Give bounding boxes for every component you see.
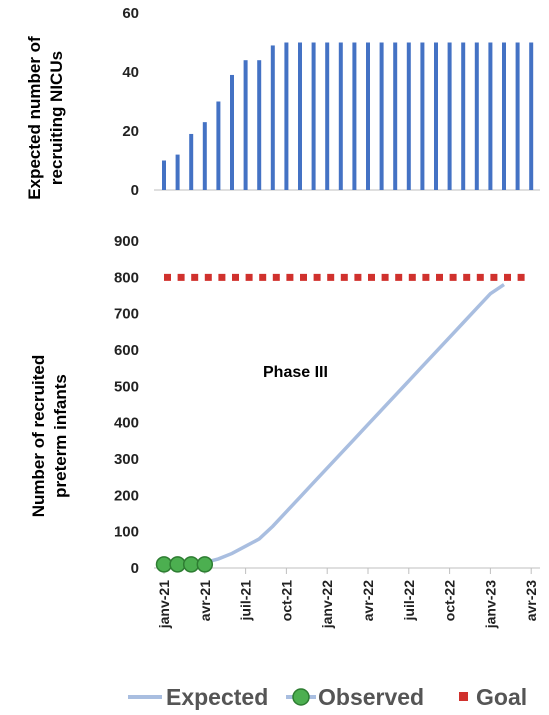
- bottom-x-tick-labels: janv-21 avr-21 juil-21 oct-21 janv-22 avr-22 j…: [156, 580, 539, 629]
- bar: [257, 60, 262, 191]
- bar: [366, 42, 370, 190]
- legend: Expected Observed Goal: [128, 684, 527, 710]
- bottom-y-tick-label: 600: [114, 342, 139, 359]
- bottom-y-tick-label: 0: [131, 560, 139, 577]
- nicu-bar-chart: Expected number of recruiting NICUs 0 20 4…: [25, 5, 540, 200]
- bottom-y-tick-label: 700: [114, 306, 139, 323]
- bottom-y-tick-label: 200: [114, 487, 139, 504]
- bar: [338, 42, 343, 190]
- bar: [311, 42, 316, 190]
- bar: [230, 74, 234, 190]
- bar: [393, 42, 398, 190]
- bar: [502, 42, 506, 190]
- top-y-tick-label: 40: [122, 64, 139, 81]
- legend-observed-marker: [292, 688, 310, 706]
- bar: [434, 42, 438, 190]
- bar: [474, 42, 479, 190]
- phase-annotation: Phase III: [263, 364, 328, 381]
- x-tick-label: oct-21: [278, 580, 294, 621]
- bottom-y-tick-label: 300: [114, 451, 139, 468]
- bar: [270, 45, 275, 191]
- bar: [488, 42, 493, 190]
- bottom-ylabel-line-2: preterm infants: [51, 374, 70, 498]
- expected-series: [164, 283, 505, 567]
- bar: [325, 42, 330, 190]
- top-ylabel-line-2: recruiting NICUs: [47, 51, 66, 185]
- legend-goal-swatch: [459, 692, 468, 701]
- bar: [420, 42, 425, 190]
- observed-point: [169, 556, 186, 573]
- legend-observed-label: Observed: [318, 684, 424, 710]
- bar: [461, 42, 466, 190]
- bottom-y-tick-label: 400: [114, 415, 139, 432]
- x-tick-label: avr-23: [523, 580, 539, 621]
- x-tick-label: juil-21: [238, 580, 254, 622]
- bar: [447, 42, 452, 190]
- top-y-tick-label: 20: [122, 123, 139, 140]
- bar: [202, 122, 207, 190]
- top-ylabel-line-1: Expected number of: [25, 36, 44, 200]
- x-tick-label: avr-22: [360, 580, 376, 621]
- bottom-y-tick-label: 100: [114, 524, 139, 541]
- bottom-y-tick-label: 800: [114, 269, 139, 286]
- bottom-y-tick-label: 500: [114, 378, 139, 395]
- bar: [162, 160, 166, 190]
- x-tick-label: avr-21: [197, 580, 213, 621]
- bottom-ylabel-line-1: Number of recruited: [29, 355, 48, 517]
- top-y-ticks: 0 20 40 60: [122, 5, 139, 199]
- x-tick-label: janv-21: [156, 580, 172, 629]
- top-y-tick-label: 60: [122, 5, 139, 22]
- observed-point: [196, 556, 214, 573]
- bar: [529, 42, 534, 190]
- bar: [298, 42, 302, 190]
- observed-point: [155, 556, 173, 573]
- observed-point: [182, 556, 200, 573]
- observed-series: [155, 556, 214, 573]
- bar: [175, 154, 180, 190]
- bar: [406, 42, 411, 190]
- bar: [189, 133, 194, 190]
- x-tick-label: janv-23: [482, 580, 498, 629]
- legend-goal-label: Goal: [476, 684, 527, 710]
- legend-expected-label: Expected: [166, 684, 268, 710]
- top-bars: [162, 42, 534, 191]
- bottom-y-tick-label: 900: [114, 233, 139, 250]
- x-tick-label: janv-22: [319, 580, 335, 629]
- bar: [216, 101, 221, 190]
- x-tick-label: oct-22: [442, 580, 458, 621]
- bar: [243, 60, 248, 191]
- bar: [284, 42, 289, 190]
- bar: [352, 42, 357, 190]
- infants-line-chart: Number of recruited preterm infants 0 100…: [29, 233, 540, 629]
- bar: [379, 42, 384, 190]
- x-tick-label: juil-22: [401, 580, 417, 622]
- bar: [515, 42, 520, 190]
- bottom-y-ticks: 0 100 200 300 400 500 600 700 800 900: [114, 233, 139, 577]
- top-y-tick-label: 0: [131, 182, 139, 199]
- bottom-x-tick-marks: [163, 568, 532, 574]
